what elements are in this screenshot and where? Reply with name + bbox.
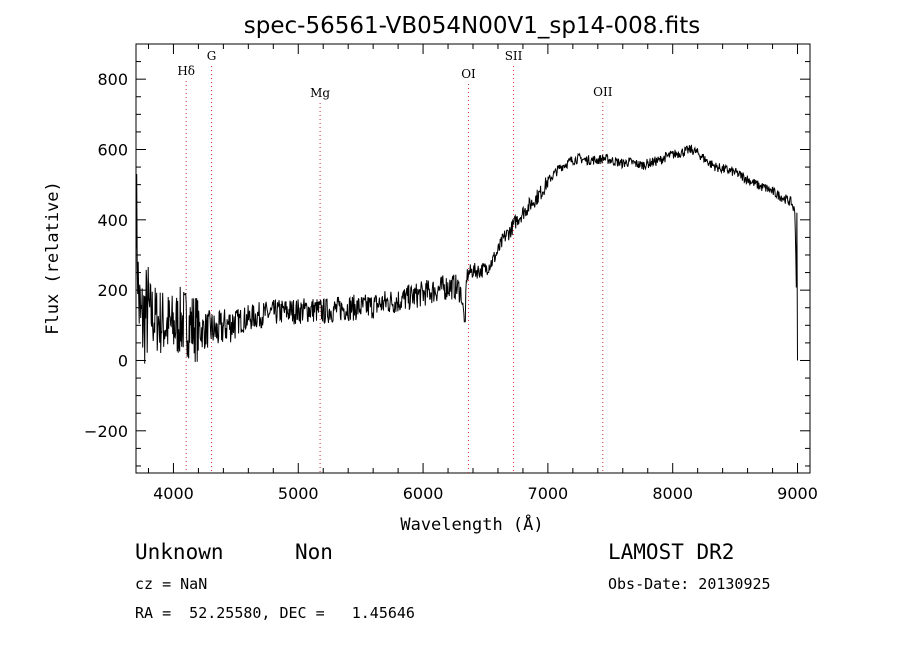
line-label-1: G	[207, 49, 217, 63]
x-tick-label: 4000	[153, 484, 194, 503]
coordinates: RA = 52.25580, DEC = 1.45646	[135, 604, 415, 622]
plot-frame	[135, 43, 811, 474]
x-tick-label: 6000	[403, 484, 444, 503]
x-axis-label: Wavelength (Å)	[400, 513, 543, 535]
axis-ticks: 4000 5000 6000 7000 8000 9000 −200 0 200 400 600 80…	[84, 43, 818, 503]
y-tick-label: −200	[84, 422, 128, 441]
line-label-4: SII	[505, 49, 523, 63]
obs-date: Obs-Date: 20130925	[608, 575, 771, 593]
class-label: Unknown	[135, 540, 224, 564]
flux-trace	[135, 144, 798, 364]
spectral-line-markers: Hδ G Mg OI SII OII	[177, 49, 613, 473]
x-tick-label: 8000	[652, 484, 693, 503]
chart-title: spec-56561-VB054N00V1_sp14-008.fits	[244, 13, 700, 39]
x-tick-label: 5000	[278, 484, 319, 503]
x-tick-label: 9000	[777, 484, 818, 503]
line-label-5: OII	[593, 85, 613, 99]
line-label-3: OI	[461, 67, 476, 81]
x-tick-label: 7000	[528, 484, 569, 503]
y-tick-label: 600	[97, 140, 128, 159]
line-label-2: Mg	[310, 86, 330, 100]
line-label-0: Hδ	[177, 64, 195, 78]
y-tick-label: 400	[97, 211, 128, 230]
y-tick-label: 800	[97, 70, 128, 89]
y-tick-label: 0	[118, 351, 128, 370]
survey-label: LAMOST DR2	[608, 540, 735, 564]
cz-value: cz = NaN	[135, 575, 208, 593]
y-axis-label: Flux (relative)	[43, 181, 63, 335]
subclass-label: Non	[295, 540, 333, 564]
y-tick-label: 200	[97, 281, 128, 300]
